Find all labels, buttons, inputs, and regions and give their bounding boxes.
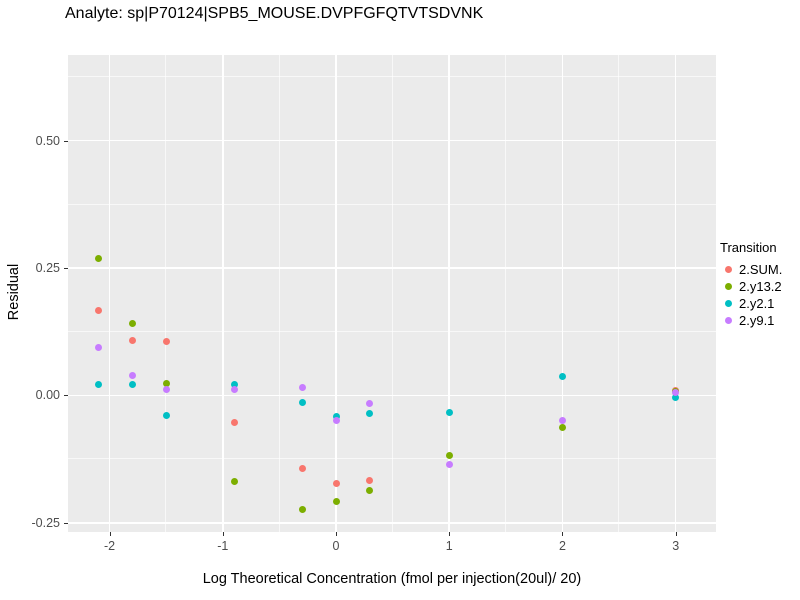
data-point (230, 419, 238, 427)
data-point (558, 373, 566, 381)
y-tick-label: -0.25 (31, 515, 61, 530)
legend-item-label: 2.y13.2 (739, 279, 782, 294)
data-point (162, 386, 170, 394)
gridline (68, 139, 716, 142)
plot-title: Analyte: sp|P70124|SPB5_MOUSE.DVPFGFQTVT… (65, 5, 484, 22)
x-tick-mark (562, 532, 564, 536)
data-point (332, 416, 340, 424)
legend-key-icon (720, 295, 737, 312)
data-point (332, 413, 340, 421)
data-point (230, 478, 238, 486)
data-point (230, 385, 238, 393)
y-tick-mark (64, 395, 68, 397)
data-point (298, 398, 306, 406)
data-point (162, 337, 170, 345)
legend-item: 2.y2.1 (720, 295, 800, 312)
data-point (366, 477, 374, 485)
gridline (505, 55, 507, 532)
x-tick-label: 0 (332, 539, 340, 553)
legend-dot-icon (725, 266, 732, 273)
legend-item-label: 2.y9.1 (739, 313, 775, 328)
data-point (298, 465, 306, 473)
legend-dot-icon (725, 283, 732, 290)
data-point (672, 394, 680, 402)
y-axis-title: Residual (6, 263, 22, 321)
x-axis-title: Log Theoretical Concentration (fmol per … (202, 571, 582, 587)
data-point (445, 460, 453, 468)
gridline (68, 267, 716, 269)
data-point (230, 380, 238, 388)
legend-dot-icon (725, 317, 732, 324)
data-point (332, 498, 340, 506)
legend: Transition 2.SUM. 2.y13.2 2.y2.1 2.y9.1 (720, 240, 800, 329)
gridline (674, 55, 677, 532)
data-point (128, 337, 136, 345)
data-point (558, 417, 566, 425)
data-point (298, 383, 306, 391)
legend-item: 2.SUM. (720, 261, 800, 278)
data-point (128, 319, 136, 327)
legend-items: 2.SUM. 2.y13.2 2.y2.1 2.y9.1 (720, 261, 800, 329)
data-point (162, 411, 170, 419)
legend-item-label: 2.SUM. (739, 262, 783, 277)
legend-key-icon (720, 312, 737, 329)
data-point (366, 399, 374, 407)
x-tick-label: 2 (558, 539, 566, 553)
y-tick-mark (64, 522, 68, 524)
gridline (68, 394, 716, 397)
gridline (278, 55, 280, 532)
data-point (128, 372, 136, 380)
data-point (366, 409, 374, 417)
y-tick-mark (64, 268, 68, 270)
x-tick-label: 1 (445, 539, 453, 553)
data-point (445, 408, 453, 416)
x-tick-mark (336, 532, 337, 536)
y-tick-label: 0.25 (35, 261, 60, 276)
gridline (561, 55, 564, 532)
data-point (94, 255, 102, 263)
y-tick-mark (64, 140, 68, 142)
data-point (94, 380, 102, 388)
legend-item: 2.y13.2 (720, 278, 800, 295)
gridline (165, 55, 167, 532)
data-point (162, 379, 170, 387)
x-tick-mark (449, 532, 451, 536)
x-tick-label: -2 (103, 539, 116, 553)
data-point (128, 380, 136, 388)
x-tick-mark (222, 532, 224, 536)
data-point (298, 506, 306, 514)
y-tick-label: 0.00 (35, 388, 60, 403)
legend-title: Transition (720, 240, 777, 255)
data-point (672, 389, 680, 397)
x-tick-mark (109, 532, 111, 536)
x-tick-mark (675, 532, 677, 536)
gridline (108, 55, 111, 532)
legend-dot-icon (725, 300, 732, 307)
gridline (448, 55, 450, 532)
gridline (391, 55, 393, 532)
data-point (332, 479, 340, 487)
legend-key-icon (720, 278, 737, 295)
x-tick-label: -1 (217, 539, 229, 553)
legend-key-icon (720, 261, 737, 278)
data-point (445, 452, 453, 460)
gridline (222, 55, 224, 532)
legend-item-label: 2.y2.1 (739, 296, 775, 311)
data-point (558, 423, 566, 431)
data-point (94, 343, 102, 351)
plot-panel (68, 55, 716, 532)
y-tick-label: 0.50 (35, 133, 60, 148)
gridline (68, 522, 716, 524)
gridline (618, 55, 620, 532)
gridline (335, 55, 337, 532)
x-tick-label: 3 (672, 539, 680, 553)
data-point (366, 486, 374, 494)
legend-item: 2.y9.1 (720, 312, 800, 329)
data-point (94, 306, 102, 314)
